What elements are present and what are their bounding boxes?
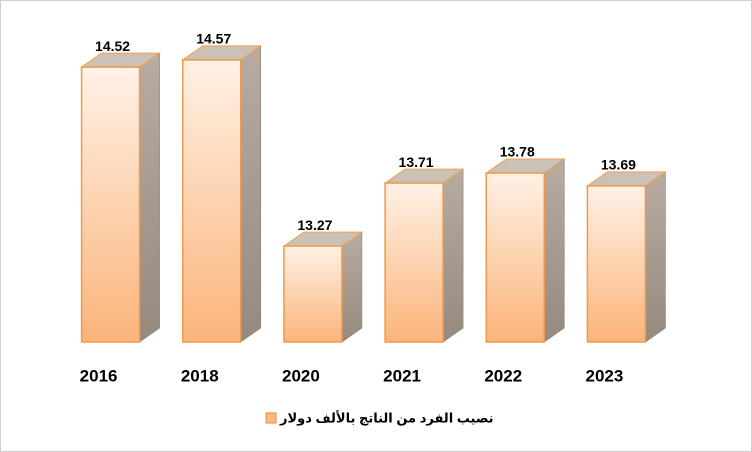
- value-label: 13.71: [399, 154, 434, 170]
- bar-side: [139, 52, 160, 343]
- value-label: 13.27: [297, 217, 332, 233]
- value-label: 14.52: [95, 38, 130, 54]
- bar-side: [543, 158, 565, 343]
- x-tick-label: 2020: [282, 366, 320, 385]
- bar: [283, 245, 343, 343]
- bar: [485, 172, 545, 343]
- x-tick-label: 2018: [181, 366, 219, 385]
- legend-label: نصيب الفرد من الناتج بالألف دولار: [279, 409, 494, 425]
- value-label: 13.69: [601, 157, 636, 173]
- value-label: 13.78: [500, 144, 535, 160]
- x-tick-label: 2016: [80, 366, 118, 385]
- bar: [384, 182, 444, 343]
- plot-area: 14.52 14.57 13.27 13.71 13.78 13.69 2016 2018 20…: [80, 31, 668, 385]
- bar-side: [341, 231, 363, 343]
- legend-swatch: [265, 412, 277, 424]
- bar-side: [240, 45, 262, 343]
- bar: [80, 66, 141, 343]
- value-label: 14.57: [196, 31, 231, 47]
- bar-side: [442, 168, 464, 343]
- bar: [182, 59, 242, 343]
- x-tick-label: 2022: [484, 366, 522, 385]
- bar-side: [645, 171, 666, 343]
- bar: [586, 185, 647, 343]
- x-tick-label: 2023: [586, 366, 624, 385]
- x-tick-label: 2021: [383, 366, 421, 385]
